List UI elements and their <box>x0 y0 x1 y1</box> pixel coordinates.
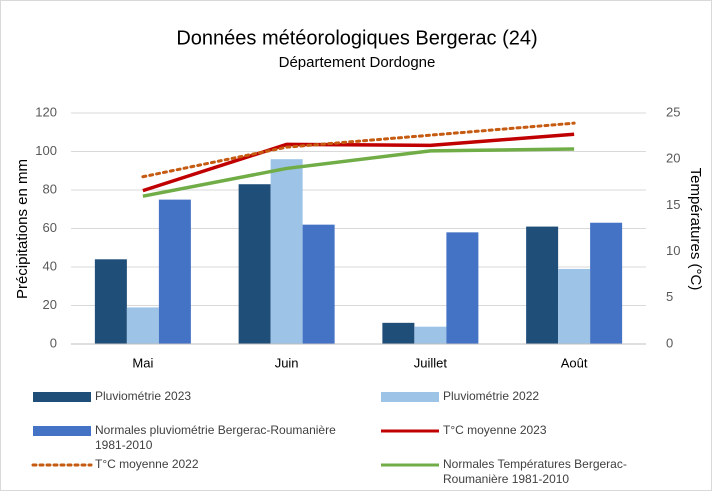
y2-tick-label: 5 <box>666 289 673 304</box>
legend-label: Pluviométrie 2022 <box>443 389 540 403</box>
bar <box>414 326 447 344</box>
y-tick-label: 20 <box>43 297 57 312</box>
legend-label: T°C moyenne 2022 <box>95 457 199 471</box>
x-tick-label: Mai <box>132 355 153 370</box>
bar <box>158 199 191 344</box>
bar <box>302 224 335 344</box>
y-axis-title: Précipitations en mm <box>14 159 31 299</box>
line-series <box>141 121 576 179</box>
bar <box>270 159 303 344</box>
line-series <box>142 132 575 193</box>
y-tick-label: 40 <box>43 258 57 273</box>
bar <box>590 222 623 344</box>
chart-title: Données météorologiques Bergerac (24) <box>176 27 537 49</box>
bar <box>94 259 127 344</box>
y-tick-label: 60 <box>43 220 57 235</box>
x-tick-label: Juillet <box>414 355 448 370</box>
y2-tick-label: 10 <box>666 243 680 258</box>
legend-label: Normales Températures Bergerac-Roumanièr… <box>443 457 627 486</box>
legend-label: Normales pluviométrie Bergerac-Roumanièr… <box>95 423 336 452</box>
y-tick-label: 120 <box>35 104 57 119</box>
y2-tick-label: 0 <box>666 335 673 350</box>
y2-tick-label: 25 <box>666 104 680 119</box>
y2-axis-title: Températures (°C) <box>687 168 704 291</box>
legend-label: Pluviométrie 2023 <box>95 389 192 403</box>
y2-tick-label: 20 <box>666 151 680 166</box>
legend-swatch <box>33 426 91 436</box>
x-tick-label: Juin <box>275 355 299 370</box>
bar <box>126 307 159 344</box>
legend-label: T°C moyenne 2023 <box>443 423 547 437</box>
bar <box>446 232 479 344</box>
chart-subtitle: Département Dordogne <box>279 54 436 71</box>
y2-tick-label: 15 <box>666 197 680 212</box>
y-tick-label: 0 <box>50 335 57 350</box>
bar <box>558 268 591 344</box>
y-tick-label: 100 <box>35 143 57 158</box>
legend-swatch <box>33 392 91 402</box>
bar <box>238 184 271 344</box>
x-tick-label: Août <box>561 355 588 370</box>
line-series <box>142 147 575 198</box>
y-tick-label: 80 <box>43 181 57 196</box>
bar <box>382 322 415 344</box>
legend-swatch <box>381 392 439 402</box>
bar <box>526 226 559 344</box>
